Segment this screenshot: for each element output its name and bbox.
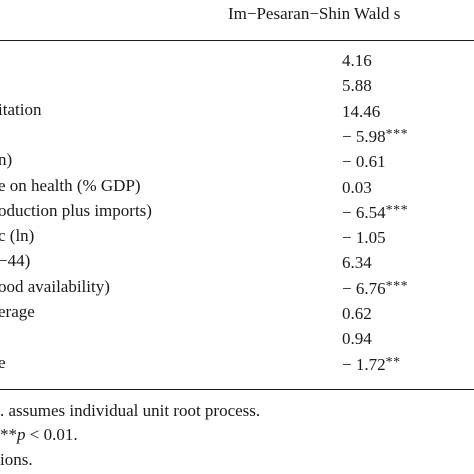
table-row: n) − 0.61 <box>0 148 474 172</box>
row-statistic: 14.46 <box>342 101 381 121</box>
row-label: n) <box>0 150 13 170</box>
table-row: c (ln) − 1.05 <box>0 224 474 248</box>
row-label: e <box>0 352 6 372</box>
significance-stars: *** <box>385 202 409 218</box>
row-label: c (ln) <box>0 226 35 246</box>
row-value: 0.62 <box>342 300 372 326</box>
row-value: − 6.54*** <box>342 199 408 225</box>
note-line-2: **p < 0.01. <box>0 425 78 445</box>
row-value: 14.46 <box>342 98 380 124</box>
row-label: ood availability) <box>0 276 110 296</box>
note-line-1: . assumes individual unit root process. <box>0 401 261 420</box>
table-row: erage 0.62 <box>0 300 474 324</box>
row-statistic: − 1.72 <box>342 354 386 374</box>
significance-stars: *** <box>385 126 409 142</box>
row-value: − 1.05 <box>342 224 386 250</box>
row-statistic: − 1.05 <box>342 228 386 248</box>
row-value: − 1.72** <box>342 351 401 377</box>
row-statistic: − 5.98 <box>342 126 386 146</box>
table-row: −44) 6.34 <box>0 249 474 273</box>
row-statistic: − 6.54 <box>342 202 386 222</box>
row-label: e on health (% GDP) <box>0 175 141 195</box>
note-line-3: ions. <box>0 450 33 469</box>
row-statistic: 6.34 <box>342 253 372 273</box>
row-statistic: 0.62 <box>342 304 372 323</box>
row-value: − 6.76*** <box>342 275 408 301</box>
row-value: 0.94 <box>342 325 372 351</box>
header-rule <box>0 40 474 41</box>
row-value: − 0.61 <box>342 148 386 174</box>
table-row: ood availability) − 6.76*** <box>0 275 474 299</box>
table-row: e − 1.72** <box>0 351 474 375</box>
note-threshold: < 0.01. <box>25 425 78 444</box>
row-value: 4.16 <box>342 47 372 73</box>
significance-stars: ** <box>385 354 401 370</box>
note-stars: ** <box>0 425 17 444</box>
row-statistic: 5.88 <box>342 76 372 96</box>
row-statistic: − 6.76 <box>342 278 386 298</box>
table-row: 0.94 <box>0 325 474 349</box>
row-label: oduction plus imports) <box>0 200 152 220</box>
row-value: 6.34 <box>342 249 372 275</box>
table-row: 4.16 <box>0 47 474 71</box>
note-p-symbol: p <box>17 425 26 444</box>
table-row: oduction plus imports) − 6.54*** <box>0 199 474 223</box>
row-value: 5.88 <box>342 72 372 98</box>
row-statistic: 4.16 <box>342 51 372 70</box>
significance-stars: *** <box>385 278 409 294</box>
row-label: erage <box>0 302 35 321</box>
table-row: − 5.98*** <box>0 123 474 147</box>
row-statistic: 0.94 <box>342 329 372 349</box>
row-label: −44) <box>0 251 31 271</box>
table-row: e on health (% GDP) 0.03 <box>0 174 474 198</box>
bottom-rule <box>0 389 474 390</box>
table-row: itation 14.46 <box>0 98 474 122</box>
row-statistic: − 0.61 <box>342 152 386 172</box>
row-value: 0.03 <box>342 174 372 200</box>
table-row: 5.88 <box>0 72 474 96</box>
row-statistic: 0.03 <box>342 177 372 197</box>
table-header: Im−Pesaran−Shin Wald s <box>228 4 401 23</box>
row-value: − 5.98*** <box>342 123 408 149</box>
row-label: itation <box>0 99 42 119</box>
